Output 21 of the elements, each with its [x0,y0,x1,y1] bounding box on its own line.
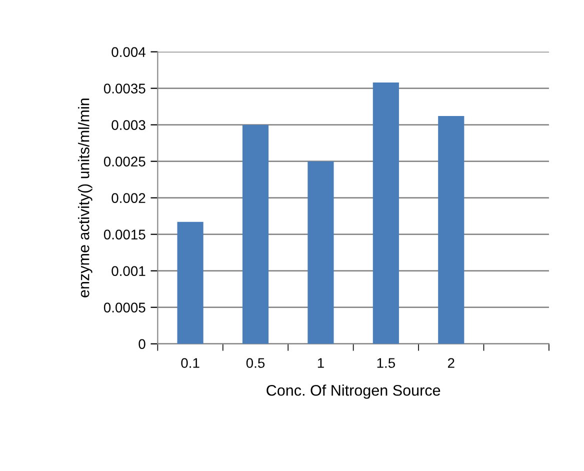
y-axis-title: enzyme activity() units/ml/min [78,98,92,298]
x-tick-label: 0.5 [246,358,265,368]
y-tick-label: 0.001 [112,266,146,276]
x-tick-label: 0.1 [181,358,200,368]
y-tick-label: 0.003 [112,120,146,130]
y-tick-label: 0.0035 [104,84,146,94]
y-tick-label: 0 [138,339,146,349]
bar [242,124,269,344]
bar [438,116,464,344]
y-tick-label: 0.004 [112,47,146,57]
y-tick-label: 0.0025 [104,156,146,166]
bar [308,161,334,344]
bar [177,222,204,344]
bar [372,82,399,344]
x-tick-label: 1 [318,358,324,368]
y-tick-label: 0.0015 [104,230,146,240]
x-tick-label: 1.5 [377,358,395,368]
x-tick-label: 2 [448,358,454,368]
y-tick-label: 0.0005 [104,302,146,312]
x-axis-title: Conc. Of Nitrogen Source [266,384,440,399]
y-tick-label: 0.002 [112,193,146,203]
